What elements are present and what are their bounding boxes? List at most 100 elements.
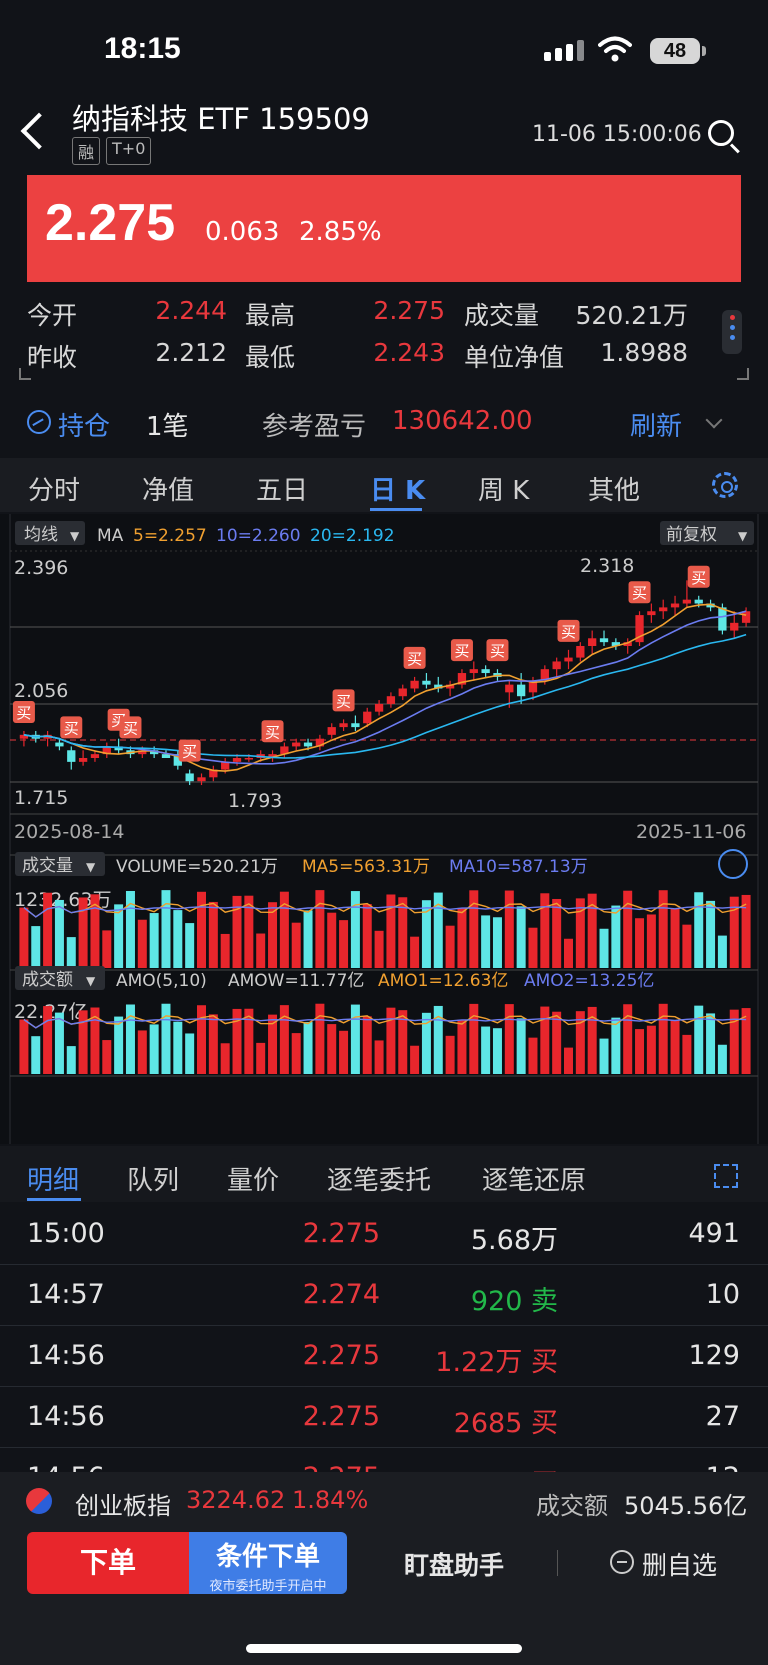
- candle-body: [576, 646, 585, 658]
- divider: [557, 1550, 558, 1576]
- table-row[interactable]: 14:56 2.275 1.22万 买 129: [0, 1326, 768, 1387]
- buy-marker: 买: [178, 739, 201, 762]
- volume-selector[interactable]: 成交量: [22, 856, 73, 876]
- trade-count: 12: [706, 1462, 740, 1472]
- tab-detail[interactable]: 明细: [27, 1166, 80, 1196]
- candle-body: [564, 657, 573, 662]
- buy-marker: 买: [628, 581, 651, 604]
- candle-body: [280, 746, 289, 755]
- tab-volume-price[interactable]: 量价: [227, 1166, 280, 1196]
- tab-tick-restore[interactable]: 逐笔还原: [482, 1166, 587, 1196]
- trade-time: 15:00: [27, 1218, 105, 1249]
- ma5-line: [23, 603, 747, 772]
- candle-body: [682, 599, 692, 604]
- index-pct: 1.84%: [292, 1486, 369, 1514]
- battery-icon: 48: [650, 38, 706, 64]
- tab-queue[interactable]: 队列: [127, 1166, 180, 1196]
- volume-bar: [481, 1026, 491, 1074]
- candle-body: [434, 684, 443, 689]
- volume-bar: [78, 897, 88, 968]
- watch-helper-button[interactable]: 盯盘助手: [404, 1551, 505, 1580]
- candle-body: [303, 742, 313, 747]
- search-icon[interactable]: [708, 120, 734, 146]
- chevron-down-icon[interactable]: [705, 411, 723, 429]
- home-indicator: [246, 1644, 522, 1653]
- tab-intraday[interactable]: 分时: [28, 476, 81, 506]
- back-icon[interactable]: [20, 112, 58, 150]
- volume-bar: [303, 910, 313, 968]
- candle-body: [741, 611, 751, 623]
- volume-bar: [268, 1014, 278, 1074]
- table-row[interactable]: 14:56 2.275 331 买 12: [0, 1448, 768, 1472]
- tab-five-day[interactable]: 五日: [256, 476, 309, 506]
- tab-other[interactable]: 其他: [588, 476, 641, 506]
- trade-volume: 1.22万 买: [435, 1347, 558, 1378]
- refresh-button[interactable]: 刷新: [630, 412, 683, 442]
- quote-grid[interactable]: 今开 2.244 最高 2.275 成交量 520.21万 昨收 2.212 最…: [27, 292, 727, 382]
- stock-name: 纳指科技 ETF 159509: [72, 102, 370, 136]
- table-row[interactable]: 14:57 2.274 920 卖 10: [0, 1265, 768, 1326]
- minus-circle-icon[interactable]: [610, 1550, 634, 1574]
- more-dots-icon[interactable]: [722, 310, 742, 354]
- kline-chart[interactable]: 均线 ▼ MA 5=2.257 10=2.260 20=2.192 前复权 ▼ …: [0, 514, 768, 1144]
- conditional-order-button[interactable]: 条件下单 夜市委托助手开启中: [189, 1532, 347, 1594]
- candle-body: [457, 673, 467, 685]
- volume-bar: [19, 1019, 29, 1074]
- candle-body: [528, 680, 538, 693]
- position-count: 1笔: [146, 412, 189, 442]
- adjust-selector[interactable]: 前复权: [666, 525, 717, 545]
- volume-bar: [694, 1005, 704, 1074]
- trade-volume: 331 买: [471, 1462, 558, 1472]
- indicator-selector[interactable]: 均线: [24, 525, 58, 545]
- buy-marker: 买: [261, 720, 284, 743]
- buy-marker-label: 买: [123, 719, 138, 737]
- candle-body: [209, 769, 218, 778]
- volume-bar: [635, 918, 645, 968]
- amount-selector[interactable]: 成交额: [22, 970, 73, 990]
- trade-count: 129: [688, 1340, 740, 1371]
- table-row[interactable]: 15:00 2.275 5.68万 491: [0, 1204, 768, 1265]
- trade-volume: 2685 买: [453, 1408, 558, 1439]
- tab-nav[interactable]: 净值: [142, 476, 195, 506]
- volume-bar: [729, 896, 739, 968]
- candle-body: [150, 750, 159, 755]
- candle-body: [55, 742, 64, 747]
- nav-header: 纳指科技 ETF 159509 融 T+0 11-06 15:00:06: [0, 92, 768, 172]
- table-row[interactable]: 14:56 2.275 2685 买 27: [0, 1387, 768, 1448]
- volume-bar: [516, 1018, 526, 1074]
- volume-bar: [717, 935, 727, 968]
- tab-weekly-k[interactable]: 周 K: [478, 476, 530, 506]
- gear-icon[interactable]: [712, 472, 738, 498]
- expand-icon[interactable]: [714, 1164, 738, 1188]
- volume-bar: [54, 1012, 64, 1074]
- price-change: 0.063: [205, 217, 280, 247]
- tab-daily-k[interactable]: 日 K: [370, 476, 426, 506]
- position-label[interactable]: 持仓: [58, 412, 111, 442]
- ma10-value: 10=2.260: [216, 526, 301, 546]
- remove-favorite-button[interactable]: 删自选: [642, 1551, 718, 1580]
- volume-bar: [339, 920, 349, 968]
- buy-marker-label: 买: [16, 704, 31, 722]
- tab-order-by-order[interactable]: 逐笔委托: [327, 1166, 432, 1196]
- high-label: 最高: [245, 301, 296, 330]
- ma-label: MA: [97, 526, 124, 546]
- order-button[interactable]: 下单: [27, 1532, 189, 1594]
- volume-bar: [635, 1029, 645, 1074]
- candle-body: [363, 711, 372, 724]
- volume-bar: [220, 933, 230, 968]
- volume-bar: [362, 904, 372, 968]
- candle-body: [718, 607, 727, 631]
- buy-marker-label: 买: [64, 719, 79, 737]
- trade-list[interactable]: 15:00 2.275 5.68万 491 14:57 2.274 920 卖 …: [0, 1204, 768, 1472]
- price-banner: 2.275 0.063 2.85%: [27, 175, 741, 282]
- ma5-value: 5=2.257: [133, 526, 207, 546]
- volume-bar: [244, 1008, 254, 1074]
- volume-bar: [386, 1007, 396, 1074]
- index-ticker[interactable]: 创业板指 3224.62 1.84% 成交额 5045.56亿: [0, 1472, 768, 1532]
- volume-bar: [706, 900, 716, 968]
- volume-bar: [741, 894, 751, 968]
- volume-bar: [421, 1012, 431, 1074]
- rotate-icon[interactable]: [718, 849, 748, 879]
- volume-bar: [208, 1014, 218, 1074]
- conditional-order-sub: 夜市委托助手开启中: [209, 1579, 327, 1594]
